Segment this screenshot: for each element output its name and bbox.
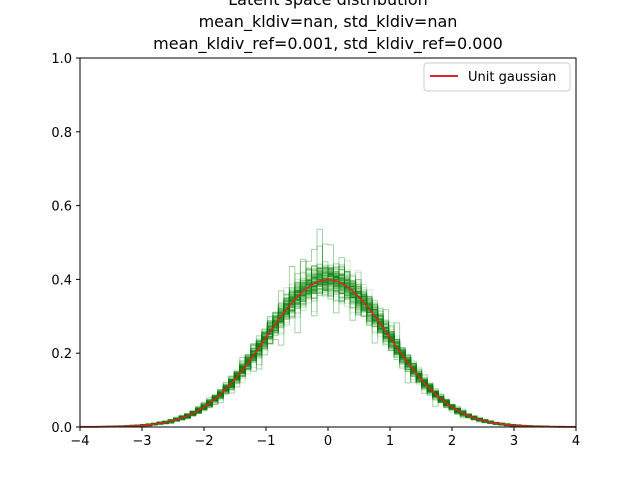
unit-gaussian-line <box>80 280 576 427</box>
x-tick-label: −1 <box>256 434 275 449</box>
x-tick-label: −4 <box>70 434 89 449</box>
histogram-outline <box>80 279 576 427</box>
chart-title-line-1: Latent space distribution <box>80 0 576 9</box>
histogram-outline <box>80 229 576 427</box>
x-axis: −4 −3 −2 −1 0 1 2 3 4 <box>70 427 580 449</box>
y-tick-label: 0.6 <box>51 200 72 215</box>
histogram-outline <box>80 278 576 427</box>
chart-title-line-3: mean_kldiv_ref=0.001, std_kldiv_ref=0.00… <box>80 34 576 53</box>
histogram-outline <box>80 281 576 427</box>
y-tick-label: 1.0 <box>51 52 72 67</box>
histogram-outline <box>80 278 576 427</box>
x-tick-label: −2 <box>194 434 213 449</box>
y-tick-label: 0.2 <box>51 347 72 362</box>
histogram-outline <box>80 281 576 427</box>
x-tick-label: 0 <box>324 434 332 449</box>
x-tick-label: 4 <box>572 434 580 449</box>
histogram-outline <box>80 278 576 427</box>
y-axis: 0.0 0.2 0.4 0.6 0.8 1.0 <box>51 52 80 436</box>
legend-label-unit-gaussian: Unit gaussian <box>468 70 556 85</box>
legend: Unit gaussian <box>424 63 570 91</box>
x-tick-label: −3 <box>132 434 151 449</box>
axes-frame <box>80 58 576 427</box>
y-tick-label: 0.8 <box>51 126 72 141</box>
histogram-outlines <box>80 229 576 427</box>
x-tick-label: 3 <box>510 434 518 449</box>
y-tick-label: 0.4 <box>51 273 72 288</box>
x-tick-label: 1 <box>386 434 394 449</box>
y-tick-label: 0.0 <box>51 421 72 436</box>
x-tick-label: 2 <box>448 434 456 449</box>
gaussian-curve-group <box>80 280 576 427</box>
chart-title-line-2: mean_kldiv=nan, std_kldiv=nan <box>80 12 576 31</box>
